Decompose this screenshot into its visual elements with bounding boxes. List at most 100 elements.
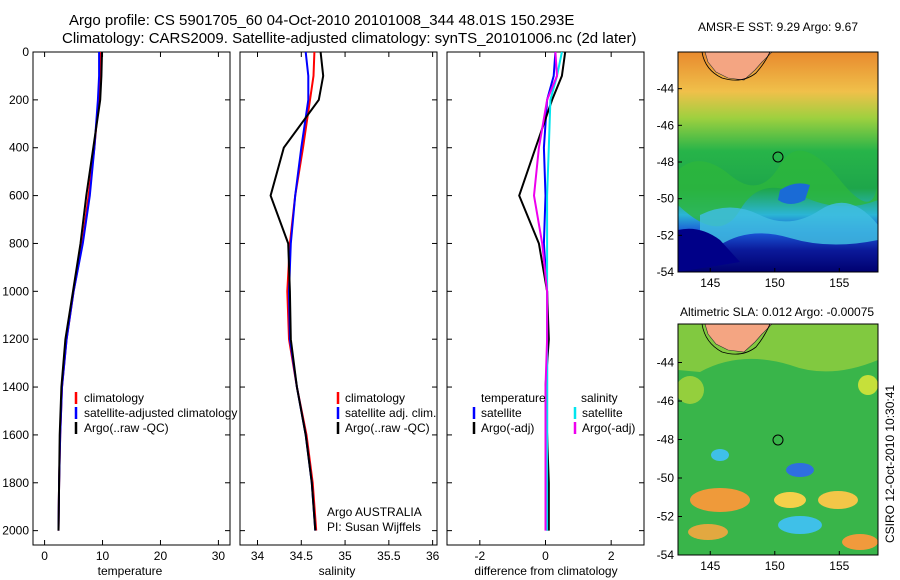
x-tick-label: 35.5	[377, 549, 401, 563]
legend-label-sal-argo: Argo(-adj)	[582, 421, 635, 435]
legend-label-climatology: climatology	[345, 391, 405, 405]
x-tick-label: 10	[96, 549, 110, 563]
legend-label-sal-satellite: satellite	[582, 406, 623, 420]
sst-map-title: AMSR-E SST: 9.29 Argo: 9.67	[698, 20, 858, 34]
x-tick-label: 2	[608, 549, 615, 563]
lon-tick-label: 145	[700, 276, 720, 290]
sla-blob	[678, 376, 704, 404]
difference-legend: temperature salinity satellite Argo(-adj…	[472, 391, 635, 435]
x-tick-label: 34	[251, 549, 265, 563]
figure-title-line2: Climatology: CARS2009. Satellite-adjuste…	[62, 30, 636, 47]
pi-label: PI: Susan Wijffels	[327, 520, 421, 534]
sla-eddy-low	[711, 449, 729, 461]
series-line-argo-raw-qc-	[269, 51, 325, 531]
sst-map-panel: AMSR-E SST: 9.29 Argo: 9.67 -44 -46 -48 -50…	[657, 20, 879, 290]
sla-eddy-low	[778, 516, 822, 534]
legend-label-climatology: climatology	[84, 391, 144, 405]
lat-tick-label: -52	[657, 510, 675, 524]
x-tick-label: 30	[212, 549, 226, 563]
y-tick-label: 800	[9, 236, 29, 250]
float-position-marker	[772, 151, 784, 163]
series-line-salinity-argo-adj-	[532, 51, 559, 531]
legend-label-satellite: satellite-adjusted climatology	[84, 406, 237, 420]
lat-tick-label: -44	[657, 82, 675, 96]
difference-panel: -2 0 2 difference from climatology tempera…	[446, 51, 645, 578]
lat-tick-label: -52	[657, 228, 675, 242]
sst-map-lon-axis: 145 150 155	[700, 268, 850, 290]
sla-eddy-high	[690, 488, 750, 512]
lat-tick-label: -48	[657, 155, 675, 169]
difference-x-label: difference from climatology	[474, 564, 617, 578]
y-tick-label: 400	[9, 141, 29, 155]
salinity-panel: 34 34.5 35 35.5 36 salinity climatology sate…	[239, 51, 440, 578]
x-tick-label: 0	[542, 549, 549, 563]
temperature-x-axis: 0 10 20 30	[41, 52, 225, 563]
difference-y-axis	[447, 51, 644, 532]
temperature-x-label: temperature	[98, 564, 163, 578]
lon-tick-label: 155	[829, 559, 849, 573]
float-position-marker	[772, 434, 784, 446]
sst-deep-cold	[678, 228, 740, 272]
sla-map-lon-axis: 145 150 155	[700, 551, 850, 573]
figure-title-line1: Argo profile: CS 5901705_60 04-Oct-2010 …	[69, 12, 574, 29]
sla-eddy-high	[818, 491, 858, 509]
lon-tick-label: 150	[765, 559, 785, 573]
temperature-axes-frame	[32, 51, 231, 546]
temperature-series	[57, 51, 103, 531]
salinity-legend: climatology satellite adj. clim. Argo(..…	[336, 391, 436, 435]
series-line-argo-raw-qc-	[57, 51, 103, 531]
x-tick-label: 34.5	[290, 549, 314, 563]
lat-tick-label: -54	[657, 548, 675, 562]
lat-tick-label: -54	[657, 265, 675, 279]
sla-map-panel: Altimetric SLA: 0.012 Argo: -0.00075 -44…	[657, 305, 879, 573]
salinity-series	[269, 51, 325, 531]
legend-label-argo: Argo(..raw -QC)	[345, 421, 430, 435]
creation-stamp: CSIRO 12-Oct-2010 10:30:41	[883, 385, 897, 543]
sla-blob	[858, 375, 878, 395]
legend-label-argo: Argo(..raw -QC)	[84, 421, 169, 435]
legend-label-temp-satellite: satellite	[481, 406, 522, 420]
x-tick-label: 36	[426, 549, 440, 563]
y-tick-label: 1600	[2, 428, 29, 442]
y-tick-label: 200	[9, 93, 29, 107]
x-tick-label: 35	[338, 549, 352, 563]
lat-tick-label: -46	[657, 394, 675, 408]
sst-eddy	[778, 183, 810, 204]
lon-tick-label: 150	[765, 276, 785, 290]
difference-series	[518, 51, 567, 531]
lon-tick-label: 155	[829, 276, 849, 290]
y-tick-label: 0	[22, 45, 29, 59]
lat-tick-label: -50	[657, 471, 675, 485]
legend-header-salinity: salinity	[581, 391, 618, 405]
lat-tick-label: -44	[657, 356, 675, 370]
legend-header-temperature: temperature	[481, 391, 546, 405]
y-tick-label: 1400	[2, 380, 29, 394]
legend-label-satellite: satellite adj. clim.	[345, 406, 436, 420]
sst-field-band-cold	[700, 202, 878, 245]
x-tick-label: -2	[474, 549, 485, 563]
lat-tick-label: -50	[657, 192, 675, 206]
coast-contour	[701, 52, 771, 81]
temperature-panel: 0 200 400 600 800 1000 1200 1400 1600 1800 2000 0 1…	[2, 45, 237, 578]
lon-tick-label: 145	[700, 559, 720, 573]
sst-field-band	[678, 150, 878, 227]
sla-eddy-high	[688, 524, 728, 540]
salinity-axes-frame	[239, 51, 438, 546]
institution-label: Argo AUSTRALIA	[327, 505, 422, 519]
y-tick-label: 1000	[2, 284, 29, 298]
lat-tick-label: -48	[657, 433, 675, 447]
salinity-x-label: salinity	[319, 564, 356, 578]
difference-x-axis: -2 0 2	[474, 52, 615, 563]
temperature-y-axis: 0 200 400 600 800 1000 1200 1400 1600 1800 2000	[2, 45, 230, 538]
sla-eddy-high	[842, 534, 878, 550]
x-tick-label: 0	[41, 549, 48, 563]
temperature-legend: climatology satellite-adjusted climatolo…	[74, 391, 237, 435]
y-tick-label: 1200	[2, 332, 29, 346]
y-tick-label: 1800	[2, 476, 29, 490]
sla-map-lat-axis: -44 -46 -48 -50 -52 -54	[657, 356, 682, 562]
lat-tick-label: -46	[657, 118, 675, 132]
series-line-salinity-satellite	[546, 51, 563, 531]
sla-eddy-low	[786, 463, 814, 477]
salinity-x-axis: 34 34.5 35 35.5 36	[251, 52, 440, 563]
